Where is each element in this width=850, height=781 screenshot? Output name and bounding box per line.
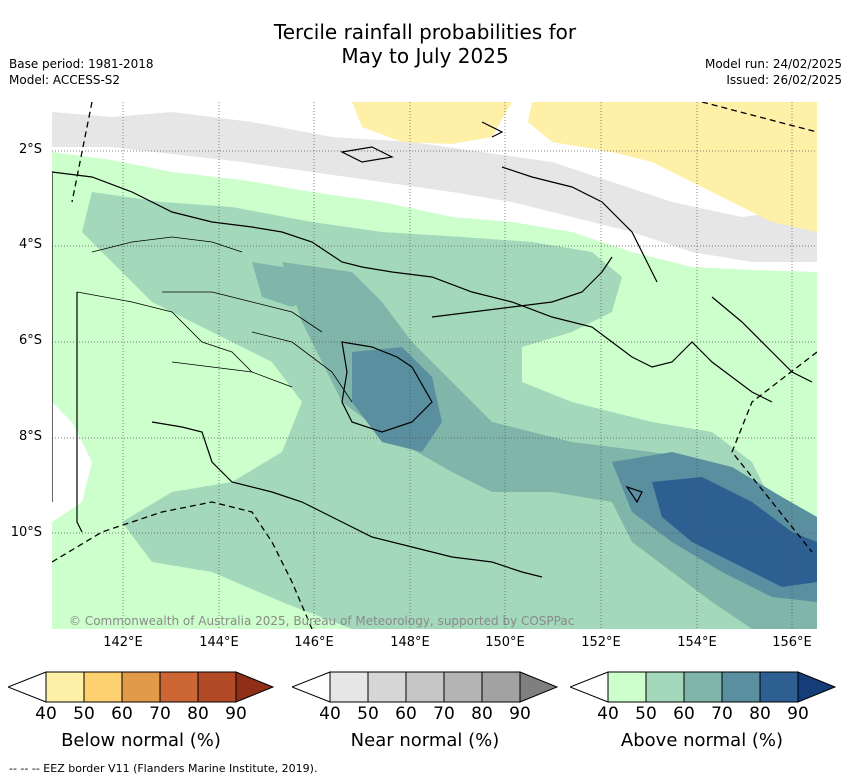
below-normal-colorbar [8,671,274,703]
above-normal-title: Above normal (%) [620,730,784,751]
below-swatch-40-50 [45,671,85,703]
eez-borders [52,102,817,629]
below-normal-title: Below normal (%) [61,730,221,751]
below-tick-40: 40 [35,704,57,724]
lon-label-150e: 150°E [485,635,525,650]
near-swatch-80-90 [481,671,521,703]
above-tick-40: 40 [597,704,619,724]
copyright-text: © Commonwealth of Australia 2025, Bureau… [69,614,575,628]
lon-label-146e: 146°E [294,635,334,650]
above-normal-areas [52,152,817,629]
above-swatch-70-80 [721,671,761,703]
rainfall-probability-map [52,102,817,629]
near-tick-40: 40 [319,704,341,724]
above-swatch-80-90 [759,671,799,703]
below-tick-90: 90 [225,704,247,724]
near-swatch-60-70 [405,671,445,703]
base-period-text: Base period: 1981-2018 [9,57,154,71]
near-normal-title: Near normal (%) [350,730,500,751]
near-swatch-40-50 [329,671,369,703]
lat-label-4s: 4°S [18,237,42,252]
lon-label-148e: 148°E [390,635,430,650]
near-tick-50: 50 [357,704,379,724]
issued-text: Issued: 26/02/2025 [726,73,842,87]
model-text: Model: ACCESS-S2 [9,73,121,87]
near-normal-colorbar [292,671,558,703]
below-swatch-60-70 [121,671,161,703]
lon-label-152e: 152°E [581,635,621,650]
below-tick-60: 60 [111,704,133,724]
below-tick-70: 70 [149,704,171,724]
below-tick-50: 50 [73,704,95,724]
near-tick-90: 90 [509,704,531,724]
lat-label-10s: 10°S [10,525,42,540]
lat-label-8s: 8°S [18,429,42,444]
above-swatch-60-70 [683,671,723,703]
lon-label-156e: 156°E [772,635,812,650]
above-swatch-90-plus [797,671,836,703]
grid-lines [52,102,817,629]
below-swatch-80-90 [197,671,237,703]
above-normal-colorbar [570,671,836,703]
coastlines [52,121,813,578]
lat-label-2s: 2°S [18,142,42,157]
near-swatch-70-80 [443,671,483,703]
below-swatch-70-80 [159,671,199,703]
near-tick-60: 60 [395,704,417,724]
provincial-borders [76,236,353,403]
above-tick-80: 80 [749,704,771,724]
lon-label-142e: 142°E [103,635,143,650]
above-tick-90: 90 [787,704,809,724]
near-swatch-90-plus [519,671,558,703]
lon-label-154e: 154°E [677,635,717,650]
lat-label-6s: 6°S [18,333,42,348]
above-tick-50: 50 [635,704,657,724]
eez-footnote: -- -- -- EEZ border V11 (Flanders Marine… [9,762,318,775]
lon-label-144e: 144°E [199,635,239,650]
map-title-line1: Tercile rainfall probabilities for [273,20,577,44]
above-swatch-50-60 [645,671,685,703]
below-tick-80: 80 [187,704,209,724]
map-title-line2: May to July 2025 [341,44,509,68]
near-tick-80: 80 [471,704,493,724]
above-swatch-40-50 [607,671,647,703]
below-swatch-90-plus [235,671,274,703]
above-tick-60: 60 [673,704,695,724]
near-tick-70: 70 [433,704,455,724]
below-swatch-50-60 [83,671,123,703]
above-tick-70: 70 [711,704,733,724]
near-swatch-50-60 [367,671,407,703]
model-run-text: Model run: 24/02/2025 [704,57,842,71]
